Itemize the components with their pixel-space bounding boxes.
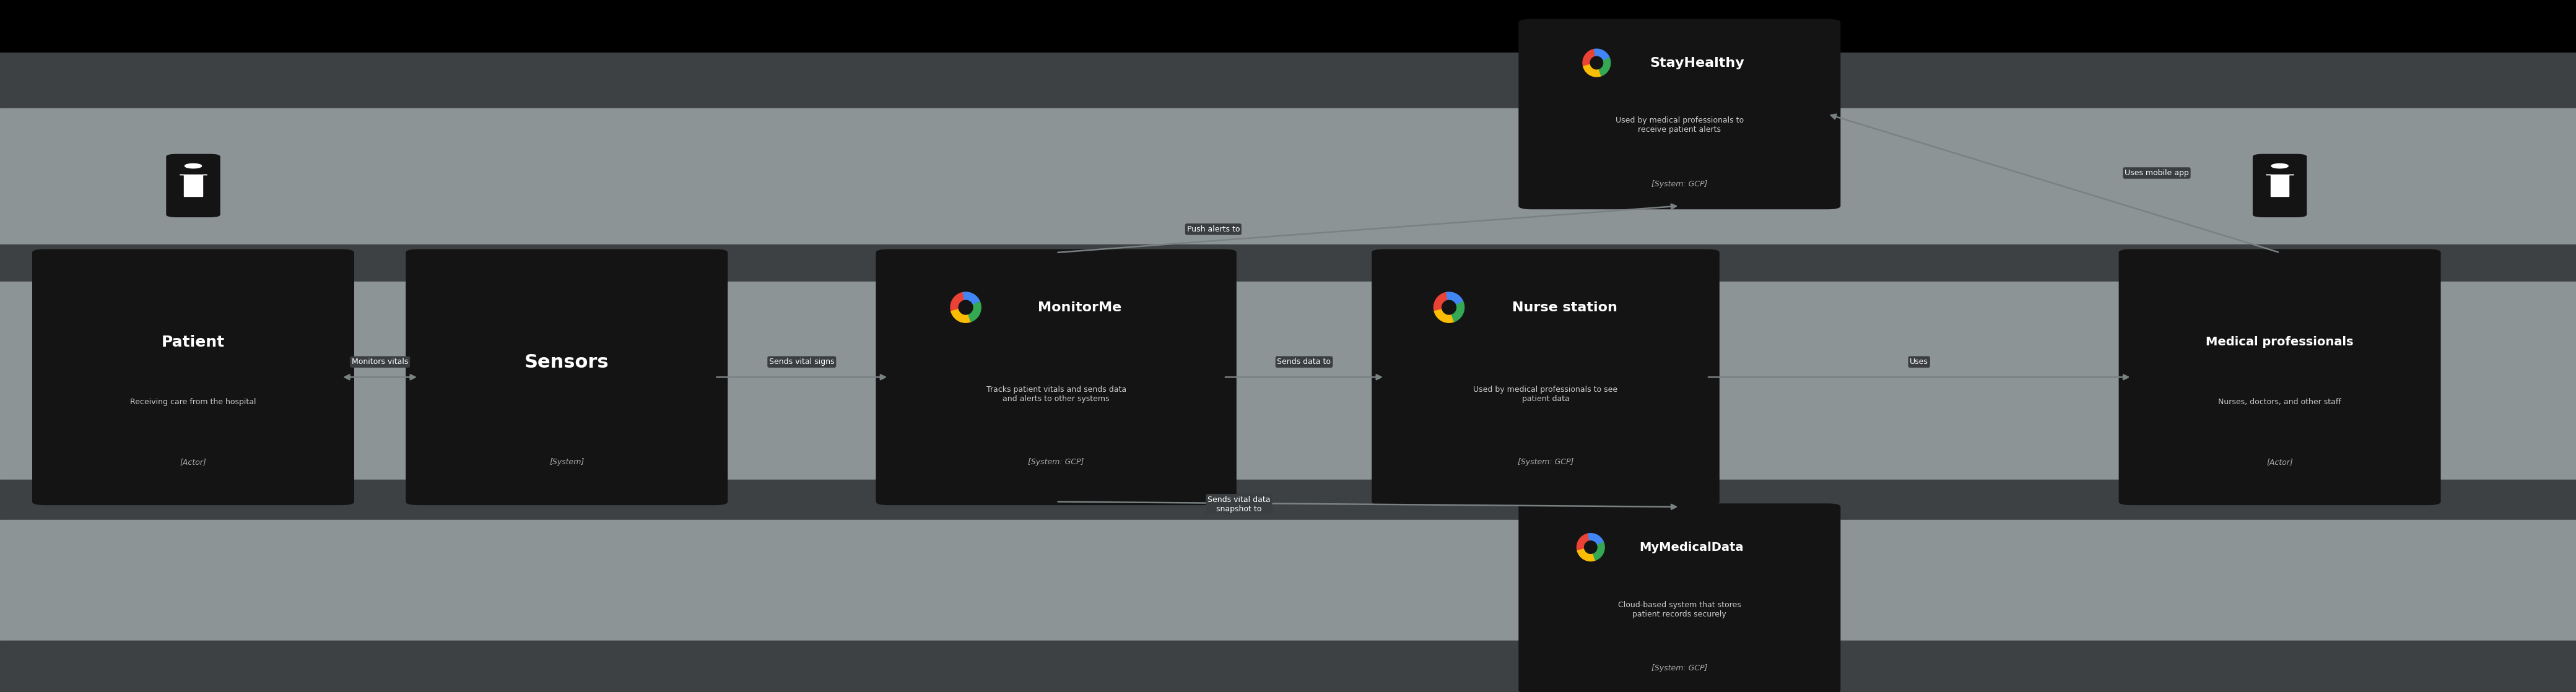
FancyBboxPatch shape (876, 249, 1236, 505)
Text: MonitorMe: MonitorMe (1038, 301, 1121, 313)
Polygon shape (1435, 293, 1448, 311)
Polygon shape (1600, 57, 1610, 76)
Text: Patient: Patient (162, 335, 224, 349)
Polygon shape (1582, 49, 1595, 66)
Bar (0, 641, 2576, 692)
FancyBboxPatch shape (165, 154, 222, 217)
Bar (0, 0, 2576, 53)
Circle shape (2272, 164, 2287, 168)
Text: Used by medical professionals to
receive patient alerts: Used by medical professionals to receive… (1615, 116, 1744, 134)
Text: Uses mobile app: Uses mobile app (2125, 169, 2190, 177)
Text: MyMedicalData: MyMedicalData (1638, 541, 1744, 553)
Text: Monitors vitals: Monitors vitals (353, 358, 407, 366)
Polygon shape (1589, 534, 1602, 544)
Text: Tracks patient vitals and sends data
and alerts to other systems: Tracks patient vitals and sends data and… (987, 386, 1126, 403)
Bar (0, 244, 2576, 282)
Bar (0, 53, 2576, 109)
Text: Uses: Uses (1909, 358, 1929, 366)
FancyArrow shape (2267, 174, 2293, 196)
Text: Cloud-based system that stores
patient records securely: Cloud-based system that stores patient r… (1618, 601, 1741, 618)
Text: [Actor]: [Actor] (180, 458, 206, 466)
Text: StayHealthy: StayHealthy (1651, 57, 1744, 69)
Bar (0, 480, 2576, 520)
Text: Medical professionals: Medical professionals (2205, 336, 2354, 348)
Polygon shape (1592, 541, 1605, 561)
FancyBboxPatch shape (1520, 19, 1839, 210)
Polygon shape (1577, 549, 1595, 561)
FancyArrow shape (180, 174, 206, 196)
Text: [Actor]: [Actor] (2267, 458, 2293, 466)
Bar (0, 282, 2576, 480)
Text: Nurses, doctors, and other staff: Nurses, doctors, and other staff (2218, 398, 2342, 406)
Circle shape (185, 164, 201, 168)
Text: Sends data to: Sends data to (1278, 358, 1332, 366)
Polygon shape (963, 292, 979, 304)
Polygon shape (1453, 301, 1463, 322)
Text: Receiving care from the hospital: Receiving care from the hospital (131, 398, 255, 406)
Text: [System: GCP]: [System: GCP] (1651, 664, 1708, 673)
FancyBboxPatch shape (2117, 249, 2442, 505)
FancyBboxPatch shape (2251, 154, 2308, 217)
Bar (0, 109, 2576, 244)
Text: [System: GCP]: [System: GCP] (1028, 458, 1084, 466)
Text: Used by medical professionals to see
patient data: Used by medical professionals to see pat… (1473, 386, 1618, 403)
Text: [System: GCP]: [System: GCP] (1651, 180, 1708, 188)
FancyBboxPatch shape (1520, 504, 1839, 692)
Polygon shape (951, 309, 971, 322)
Text: Push alerts to: Push alerts to (1188, 225, 1239, 233)
Text: Nurse station: Nurse station (1512, 301, 1618, 313)
Polygon shape (969, 301, 981, 322)
Polygon shape (951, 293, 963, 311)
Polygon shape (1595, 49, 1610, 60)
Text: Sends vital data
snapshot to: Sends vital data snapshot to (1208, 495, 1270, 513)
Polygon shape (1435, 309, 1455, 322)
Bar (0, 520, 2576, 641)
Text: [System]: [System] (549, 458, 585, 466)
Text: Sensors: Sensors (526, 353, 608, 371)
Text: Sends vital signs: Sends vital signs (770, 358, 835, 366)
Text: [System: GCP]: [System: GCP] (1517, 458, 1574, 466)
FancyBboxPatch shape (407, 249, 726, 505)
Polygon shape (1445, 292, 1463, 304)
FancyBboxPatch shape (31, 249, 353, 505)
Polygon shape (1577, 534, 1589, 551)
FancyBboxPatch shape (1370, 249, 1721, 505)
Polygon shape (1584, 64, 1602, 77)
